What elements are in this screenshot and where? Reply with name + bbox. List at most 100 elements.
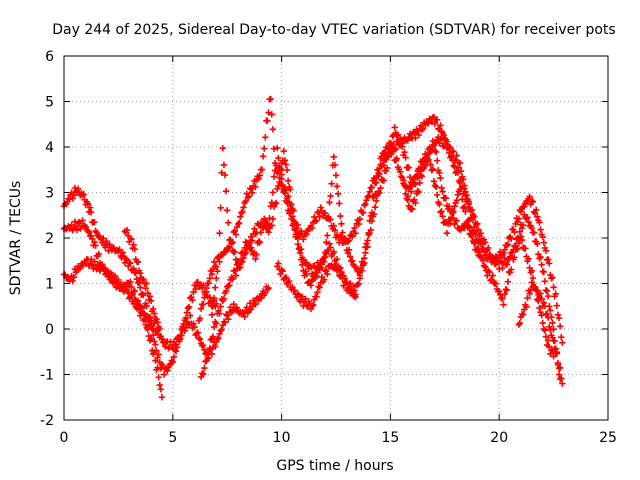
data-point xyxy=(182,314,190,322)
data-point xyxy=(529,198,537,206)
data-point xyxy=(453,152,460,159)
data-point xyxy=(191,323,198,331)
data-point xyxy=(342,236,349,243)
data-point xyxy=(265,229,272,236)
data-point xyxy=(214,267,221,275)
data-point xyxy=(256,239,264,246)
data-point xyxy=(268,222,276,229)
data-point xyxy=(314,289,321,296)
data-point xyxy=(192,285,199,293)
data-point xyxy=(99,265,107,272)
data-point xyxy=(293,231,301,238)
data-point xyxy=(539,233,546,241)
data-point xyxy=(521,203,528,210)
data-point xyxy=(147,335,155,343)
data-point xyxy=(363,197,370,204)
data-point xyxy=(225,219,232,226)
data-point xyxy=(195,334,203,342)
data-point xyxy=(337,212,344,220)
data-point xyxy=(267,95,274,103)
y-tick-label: -2 xyxy=(40,413,54,429)
series-track-1 xyxy=(60,184,220,378)
data-point xyxy=(143,302,150,310)
data-point xyxy=(197,305,205,312)
data-point xyxy=(542,247,550,255)
data-point xyxy=(414,187,421,195)
data-point xyxy=(525,218,532,226)
data-point xyxy=(169,358,176,366)
data-point xyxy=(124,289,132,297)
data-point xyxy=(531,283,539,291)
data-point xyxy=(129,291,136,299)
data-point xyxy=(352,230,359,237)
data-point xyxy=(283,166,291,174)
data-point xyxy=(411,129,418,137)
data-point xyxy=(500,301,507,308)
data-point xyxy=(227,236,234,244)
data-point xyxy=(321,253,329,261)
data-point xyxy=(264,117,271,125)
data-point xyxy=(539,319,546,327)
series-track-3 xyxy=(60,256,272,362)
data-point xyxy=(465,198,472,206)
data-point xyxy=(222,311,230,318)
data-point xyxy=(242,197,249,205)
data-point xyxy=(220,295,228,302)
data-point xyxy=(415,188,422,196)
data-point xyxy=(523,303,530,311)
data-point xyxy=(74,185,82,193)
y-axis-label: SDTVAR / TECUs xyxy=(8,181,24,296)
data-point xyxy=(412,134,419,142)
y-tick-label: 2 xyxy=(45,231,54,247)
data-point xyxy=(231,248,239,256)
data-point xyxy=(185,303,193,311)
data-point xyxy=(489,272,496,279)
data-point xyxy=(438,184,445,192)
data-point xyxy=(205,350,212,357)
data-point xyxy=(213,320,220,327)
data-point xyxy=(540,299,548,306)
data-point xyxy=(559,339,566,346)
data-point xyxy=(511,229,518,236)
data-point xyxy=(496,265,503,273)
data-point xyxy=(95,250,103,258)
data-point xyxy=(453,168,460,175)
data-point xyxy=(274,144,281,152)
data-point xyxy=(275,154,282,162)
data-point xyxy=(193,330,200,337)
data-point xyxy=(404,137,412,144)
data-point xyxy=(401,182,408,189)
data-point xyxy=(277,165,284,172)
y-tick-label: -1 xyxy=(40,368,54,384)
data-point xyxy=(222,188,230,195)
data-point xyxy=(546,323,553,330)
data-point xyxy=(526,290,533,297)
data-point xyxy=(327,192,334,200)
data-point xyxy=(401,148,408,156)
data-point xyxy=(396,168,404,175)
data-point xyxy=(550,337,557,344)
data-point xyxy=(170,353,178,361)
data-point xyxy=(373,179,380,186)
data-point xyxy=(281,157,289,164)
data-point xyxy=(518,310,526,318)
data-point xyxy=(436,201,443,208)
data-point xyxy=(476,253,483,260)
data-point xyxy=(147,297,155,304)
data-point xyxy=(316,213,323,221)
data-point xyxy=(326,199,333,206)
data-point xyxy=(134,258,142,266)
data-point xyxy=(542,286,550,294)
data-point xyxy=(255,175,262,182)
data-point xyxy=(286,209,293,217)
data-point xyxy=(309,301,317,308)
data-point xyxy=(422,162,429,170)
data-point xyxy=(263,225,270,233)
data-point xyxy=(238,209,245,217)
data-point xyxy=(551,345,558,353)
data-point xyxy=(437,122,444,129)
data-point xyxy=(546,260,553,267)
data-point xyxy=(204,351,211,358)
data-point xyxy=(330,248,338,256)
